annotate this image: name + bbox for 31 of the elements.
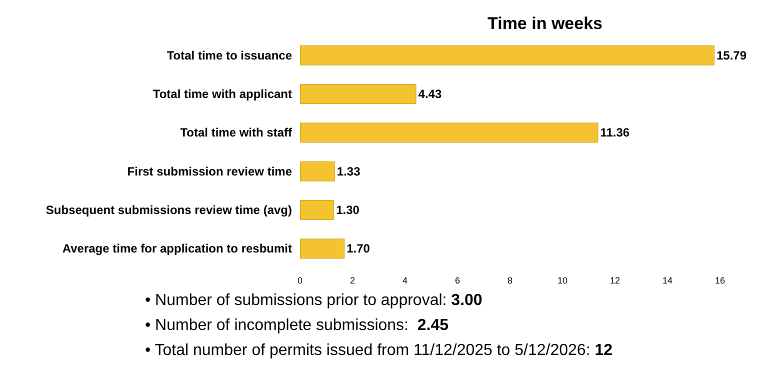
y-tick-label: Total time to issuance bbox=[166, 48, 292, 62]
x-tick-label: 8 bbox=[507, 276, 513, 286]
y-tick-label: Subsequent submissions review time (avg) bbox=[46, 203, 292, 217]
y-tick-label: Total time with staff bbox=[180, 126, 293, 140]
data-label: 15.79 bbox=[716, 48, 747, 62]
bar bbox=[300, 161, 335, 182]
bar bbox=[300, 84, 416, 104]
text: • Number of incomplete submissions: 2.45 bbox=[145, 316, 450, 336]
data-label: 1.33 bbox=[336, 164, 361, 178]
x-tick-label: 4 bbox=[402, 276, 408, 286]
y-tick-label: First submission review time bbox=[127, 164, 292, 178]
data-label: 11.36 bbox=[600, 126, 630, 140]
x-tick-label: 0 bbox=[297, 276, 303, 286]
data-label: 1.70 bbox=[346, 242, 370, 256]
y-tick-label: Average time for application to resbumit bbox=[62, 242, 292, 256]
data-label: 4.43 bbox=[418, 87, 442, 101]
data-label: 1.30 bbox=[336, 203, 360, 217]
bar bbox=[300, 45, 714, 66]
bar bbox=[300, 200, 334, 220]
x-tick-label: 14 bbox=[662, 276, 673, 286]
x-tick-label: 2 bbox=[350, 276, 356, 286]
x-tick-label: 10 bbox=[557, 276, 568, 286]
x-tick-label: 12 bbox=[610, 276, 620, 286]
x-tick-label: 6 bbox=[454, 276, 460, 286]
bar bbox=[300, 238, 345, 259]
x-tick-label: 16 bbox=[714, 276, 726, 286]
chart-title: Time in weeks bbox=[488, 14, 602, 33]
text: • Number of submissions prior to approval: 3.00 bbox=[145, 291, 484, 311]
y-tick-label: Total time with applicant bbox=[152, 87, 292, 101]
text: • Total number of permits issued from 11/12/2025 to 5/12/2026: 12 bbox=[145, 341, 613, 361]
bar bbox=[300, 122, 598, 143]
